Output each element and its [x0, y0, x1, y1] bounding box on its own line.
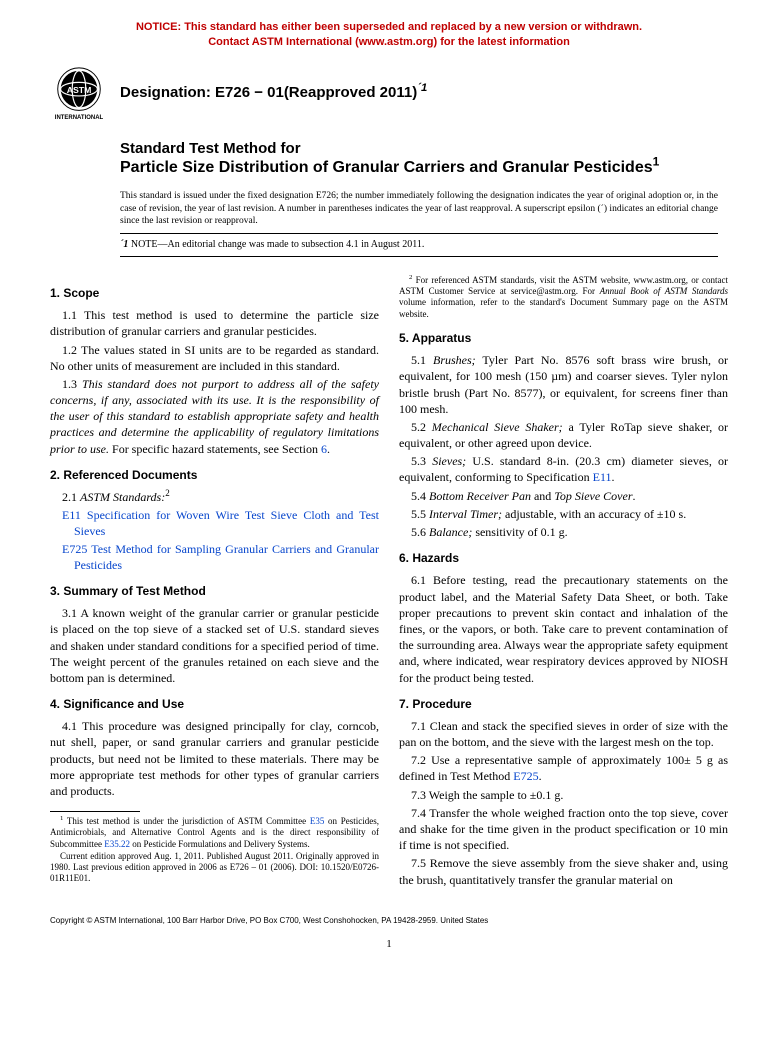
- para-7-5: 7.5 Remove the sieve assembly from the s…: [399, 855, 728, 887]
- designation: Designation: E726 − 01(Reapproved 2011)´…: [120, 83, 427, 103]
- para-5-1: 5.1 Brushes; Tyler Part No. 8576 soft br…: [399, 352, 728, 417]
- para-7-2-b: .: [539, 769, 542, 783]
- para-5-6-b: Balance;: [429, 525, 472, 539]
- footnote-1-edition: Current edition approved Aug. 1, 2011. P…: [50, 851, 379, 885]
- header-row: ASTM INTERNATIONAL Designation: E726 − 0…: [50, 64, 728, 122]
- footnote-separator: [50, 811, 140, 812]
- para-5-3-b: Sieves;: [432, 454, 466, 468]
- title-prefix: Standard Test Method for: [120, 140, 728, 159]
- page-number: 1: [50, 937, 728, 952]
- footnote-1: 1 This test method is under the jurisdic…: [50, 816, 379, 850]
- footnote-2-d: volume information, refer to the standar…: [399, 297, 728, 318]
- ref-e11[interactable]: E11 Specification for Woven Wire Test Si…: [50, 507, 379, 539]
- para-1-3-a: 1.3: [62, 377, 82, 391]
- footnote-2: 2 For referenced ASTM standards, visit t…: [399, 275, 728, 320]
- eps-note-text: An editorial change was made to subsecti…: [168, 239, 425, 250]
- ref-e725[interactable]: E725 Test Method for Sampling Granular C…: [50, 541, 379, 573]
- section-head-significance: 4. Significance and Use: [50, 696, 379, 712]
- notice-line1: NOTICE: This standard has either been su…: [136, 21, 642, 33]
- para-2-1-sup: 2: [165, 488, 170, 498]
- para-5-6-c: sensitivity of 0.1 g.: [472, 525, 567, 539]
- para-5-4-d: Top Sieve Cover: [554, 489, 632, 503]
- para-7-4: 7.4 Transfer the whole weighed fraction …: [399, 805, 728, 854]
- para-7-2-a: 7.2 Use a representative sample of appro…: [399, 753, 728, 783]
- para-5-5-a: 5.5: [411, 507, 429, 521]
- para-6-1: 6.1 Before testing, read the precautiona…: [399, 572, 728, 685]
- title-block: Standard Test Method for Particle Size D…: [120, 140, 728, 179]
- notice-banner: NOTICE: This standard has either been su…: [50, 20, 728, 50]
- para-5-5-c: adjustable, with an accuracy of ±10 s.: [502, 507, 686, 521]
- para-1-3-d: .: [327, 442, 330, 456]
- para-1-2: 1.2 The values stated in SI units are to…: [50, 342, 379, 374]
- para-1-3: 1.3 This standard does not purport to ad…: [50, 376, 379, 457]
- para-5-1-a: 5.1: [411, 353, 433, 367]
- link-committee-e35[interactable]: E35: [310, 816, 325, 826]
- notice-line2: Contact ASTM International (www.astm.org…: [208, 36, 570, 48]
- para-5-2-a: 5.2: [411, 420, 432, 434]
- issuance-note: This standard is issued under the fixed …: [120, 190, 728, 227]
- footnote-1-b: This test method is under the jurisdicti…: [63, 816, 309, 826]
- link-e11-inline[interactable]: E11: [593, 470, 612, 484]
- para-5-6-a: 5.6: [411, 525, 429, 539]
- astm-logo: ASTM INTERNATIONAL: [50, 64, 108, 122]
- para-5-3: 5.3 Sieves; U.S. standard 8-in. (20.3 cm…: [399, 453, 728, 485]
- ref-e11-text: Specification for Woven Wire Test Sieve …: [74, 508, 379, 538]
- section-head-procedure: 7. Procedure: [399, 696, 728, 712]
- section-head-refdocs: 2. Referenced Documents: [50, 467, 379, 483]
- footnote-2-c: Annual Book of ASTM Standards: [600, 286, 728, 296]
- para-5-3-d: .: [612, 470, 615, 484]
- para-5-4-a: 5.4: [411, 489, 429, 503]
- section-head-hazards: 6. Hazards: [399, 550, 728, 566]
- eps-note-label: NOTE—: [128, 239, 167, 250]
- section-head-summary: 3. Summary of Test Method: [50, 583, 379, 599]
- body-columns: 1. Scope 1.1 This test method is used to…: [50, 275, 728, 888]
- para-5-5-b: Interval Timer;: [429, 507, 502, 521]
- para-1-3-c: For specific hazard statements, see Sect…: [109, 442, 321, 456]
- para-5-5: 5.5 Interval Timer; adjustable, with an …: [399, 506, 728, 522]
- para-5-4: 5.4 Bottom Receiver Pan and Top Sieve Co…: [399, 488, 728, 504]
- para-2-1-a: 2.1: [62, 490, 80, 504]
- section-head-scope: 1. Scope: [50, 285, 379, 301]
- para-5-1-b: Brushes;: [433, 353, 476, 367]
- para-5-2: 5.2 Mechanical Sieve Shaker; a Tyler RoT…: [399, 419, 728, 451]
- para-7-1: 7.1 Clean and stack the specified sieves…: [399, 718, 728, 750]
- para-2-1: 2.1 ASTM Standards:2: [50, 489, 379, 505]
- para-7-3: 7.3 Weigh the sample to ±0.1 g.: [399, 787, 728, 803]
- epsilon-note: ´1 NOTE—An editorial change was made to …: [120, 233, 718, 257]
- para-7-2: 7.2 Use a representative sample of appro…: [399, 752, 728, 784]
- para-5-2-b: Mechanical Sieve Shaker;: [432, 420, 563, 434]
- link-subcommittee-e3522[interactable]: E35.22: [104, 839, 130, 849]
- para-5-4-c: and: [531, 489, 554, 503]
- para-2-1-b: ASTM Standards:: [80, 490, 165, 504]
- link-e725-inline[interactable]: E725: [513, 769, 538, 783]
- para-3-1: 3.1 A known weight of the granular carri…: [50, 605, 379, 686]
- page: NOTICE: This standard has either been su…: [0, 0, 778, 981]
- para-5-4-e: .: [633, 489, 636, 503]
- ref-e11-code: E11: [62, 508, 81, 522]
- ref-e725-text: Test Method for Sampling Granular Carrie…: [74, 542, 379, 572]
- para-5-4-b: Bottom Receiver Pan: [429, 489, 531, 503]
- title-main-text: Particle Size Distribution of Granular C…: [120, 159, 653, 176]
- title-footnote-ref: 1: [653, 155, 660, 169]
- footnote-1-d: on Pesticide Formulations and Delivery S…: [130, 839, 310, 849]
- copyright-line: Copyright © ASTM International, 100 Barr…: [50, 916, 728, 927]
- svg-text:ASTM: ASTM: [67, 85, 92, 95]
- para-5-6: 5.6 Balance; sensitivity of 0.1 g.: [399, 524, 728, 540]
- para-4-1: 4.1 This procedure was designed principa…: [50, 718, 379, 799]
- para-1-1: 1.1 This test method is used to determin…: [50, 307, 379, 339]
- designation-epsilon: ´1: [417, 82, 427, 94]
- logo-label: INTERNATIONAL: [55, 115, 104, 121]
- para-5-3-a: 5.3: [411, 454, 432, 468]
- section-head-apparatus: 5. Apparatus: [399, 330, 728, 346]
- ref-e725-code: E725: [62, 542, 87, 556]
- title-main: Particle Size Distribution of Granular C…: [120, 158, 728, 178]
- designation-text: Designation: E726 − 01(Reapproved 2011): [120, 84, 417, 101]
